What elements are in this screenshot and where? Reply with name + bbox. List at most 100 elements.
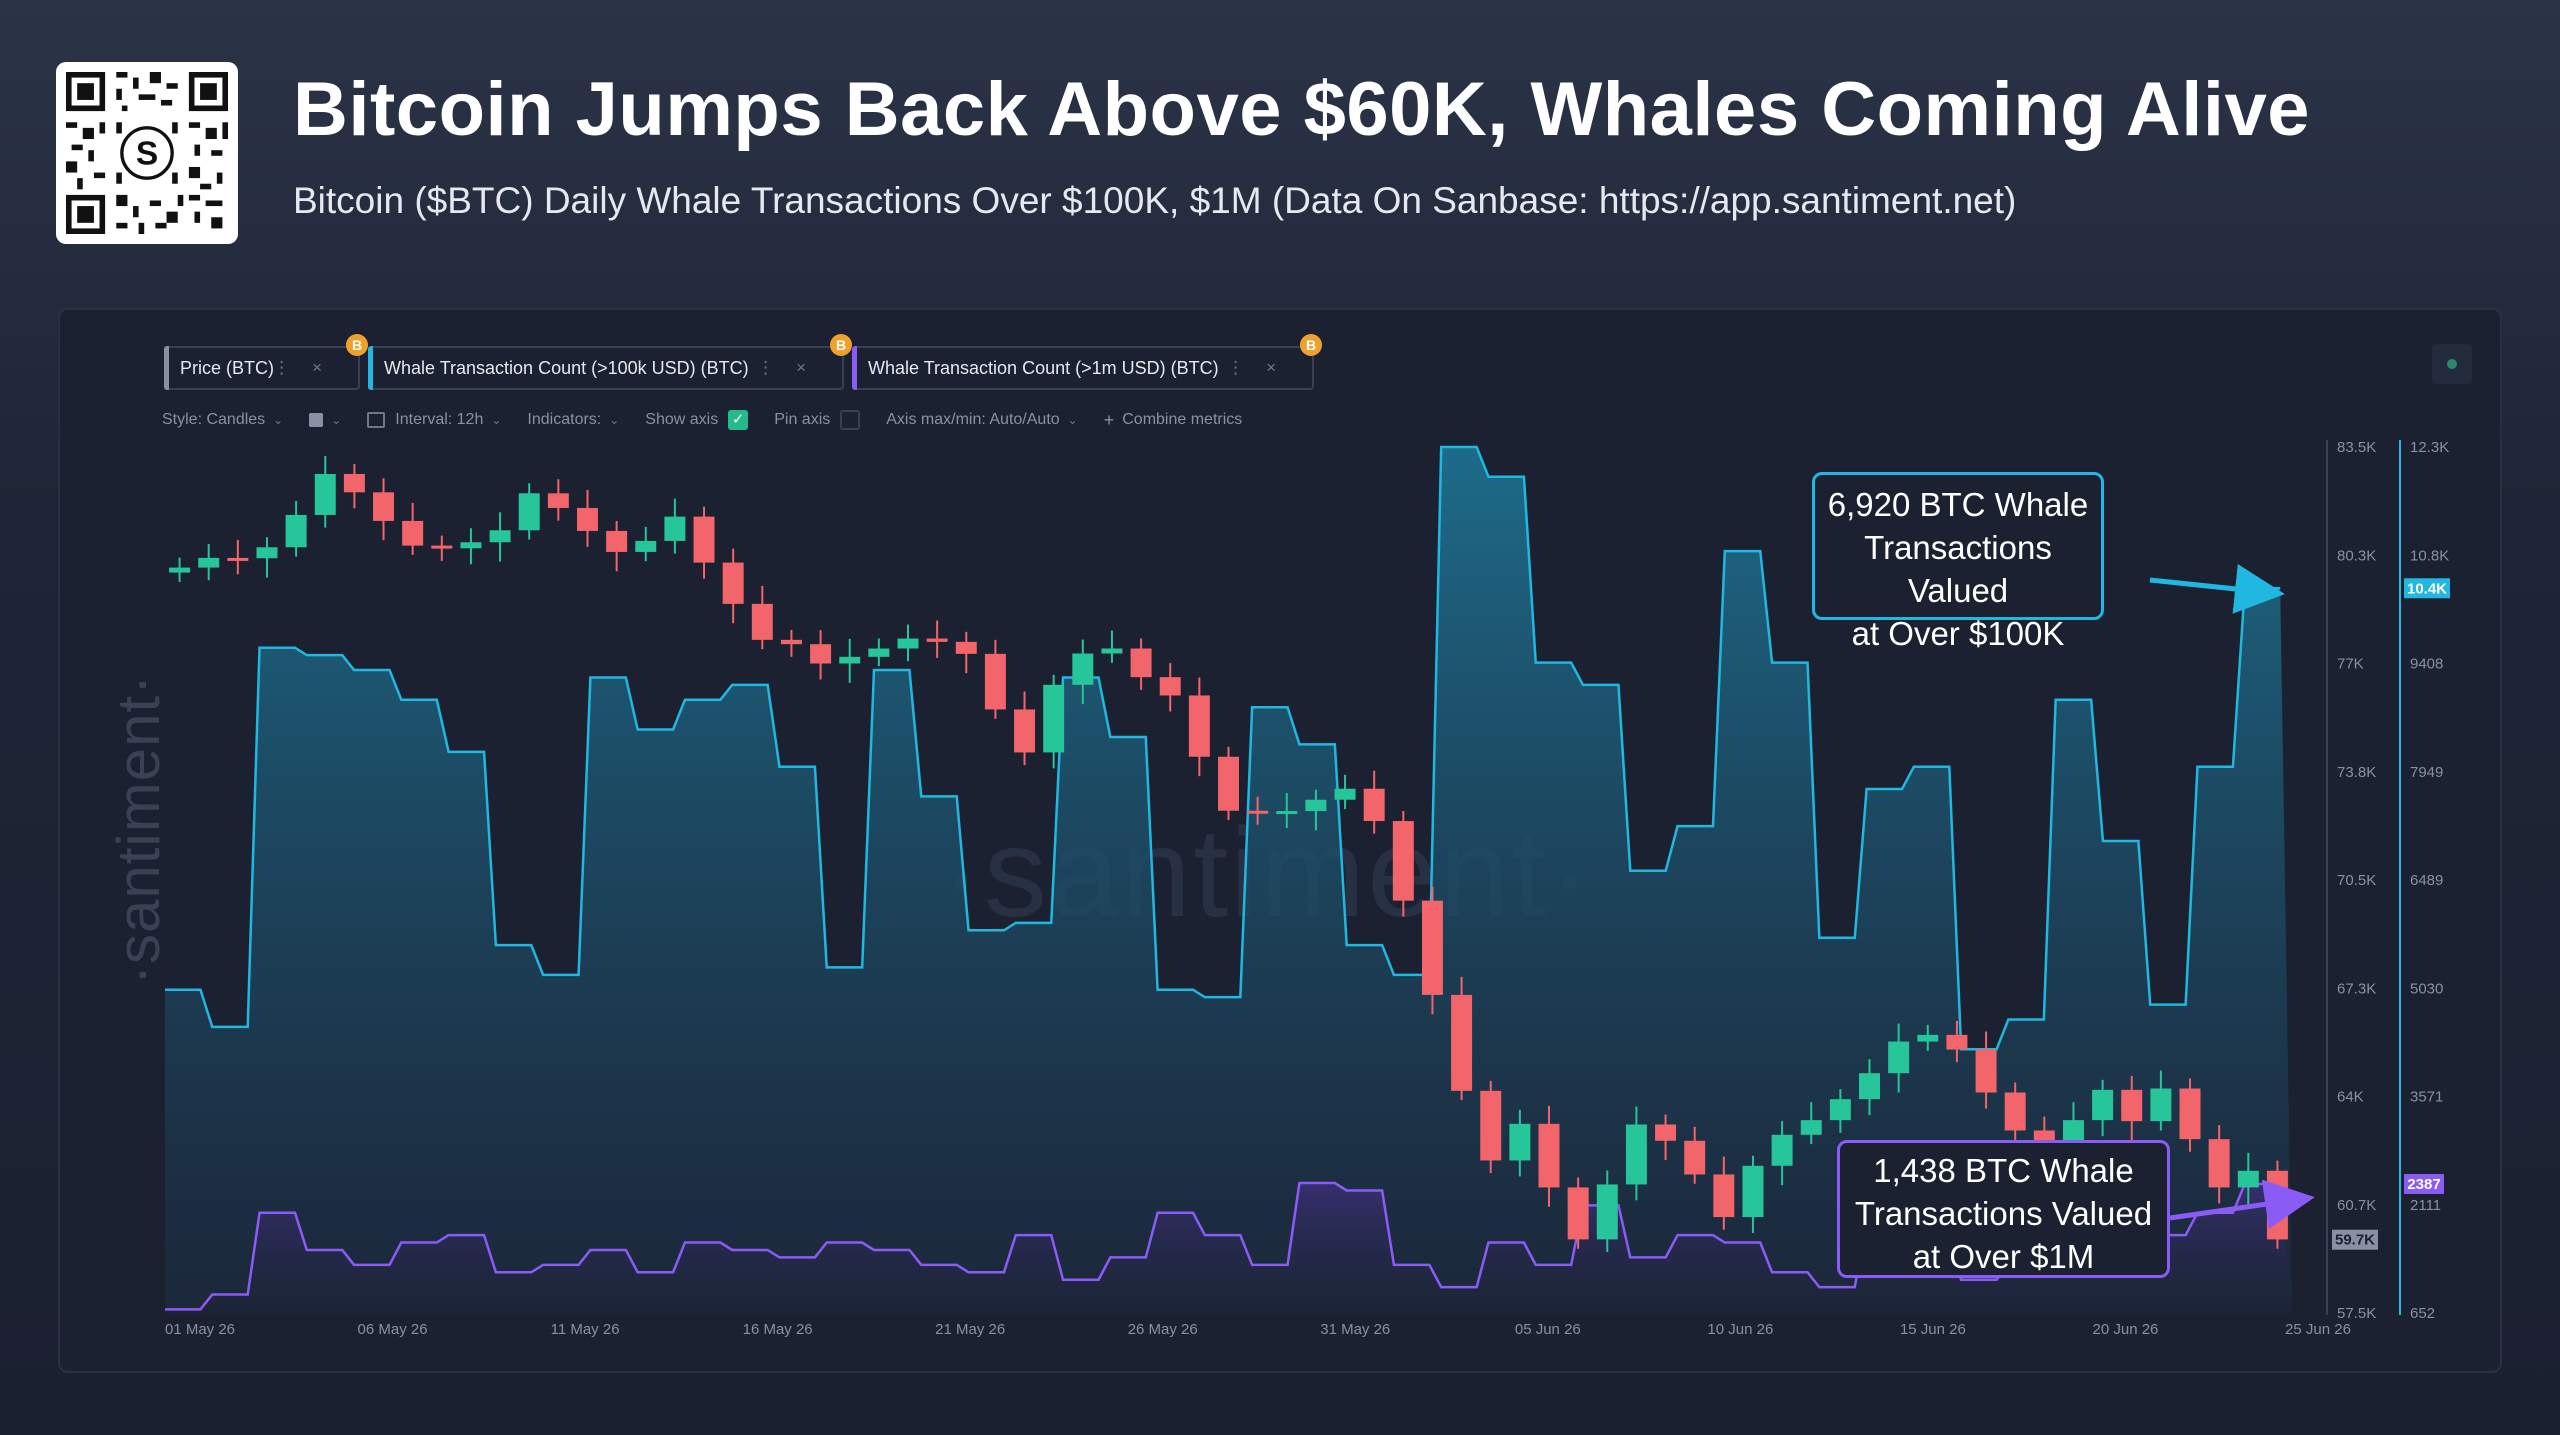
price-candle — [431, 545, 453, 549]
interval-dropdown[interactable]: Interval: 12h ⌄ — [367, 411, 501, 429]
price-candle — [1742, 1165, 1764, 1218]
x-tick-label: 16 May 26 — [743, 1321, 813, 1338]
x-tick-label: 31 May 26 — [1320, 1321, 1390, 1338]
price-tick-label: 57.5K — [2337, 1305, 2376, 1322]
price-candle — [373, 492, 395, 521]
annotation-line: at Over $100K — [1851, 615, 2065, 652]
x-tick-label: 10 Jun 26 — [1707, 1321, 1773, 1338]
x-tick-label: 26 May 26 — [1128, 1321, 1198, 1338]
chart-toolbar: Style: Candles ⌄ ⌄ Interval: 12h ⌄ Indicat… — [162, 406, 1268, 434]
combine-metrics-button[interactable]: + Combine metrics — [1104, 410, 1243, 431]
price-candle — [343, 473, 365, 493]
price-candle — [1247, 810, 1269, 814]
price-candle — [1305, 799, 1327, 812]
price-tick-label: 64K — [2337, 1089, 2364, 1106]
calendar-icon — [367, 412, 386, 428]
whale-100k-current-badge — [2404, 578, 2450, 599]
tab-color-bar — [852, 346, 857, 390]
bitcoin-badge-icon: B — [830, 334, 852, 356]
price-candle — [576, 507, 598, 531]
price-tick-label: 77K — [2337, 656, 2364, 673]
x-tick-label: 01 May 26 — [165, 1321, 235, 1338]
qr-code-graphic: S — [66, 72, 228, 234]
price-candle — [1888, 1041, 1910, 1074]
whale-1m-series-area — [165, 1183, 2292, 1313]
price-candle — [1363, 788, 1385, 822]
tab-whale-100k[interactable]: Whale Transaction Count (>100k USD) (BTC… — [368, 334, 852, 390]
price-candle — [1276, 811, 1298, 815]
x-tick-label: 20 Jun 26 — [2093, 1321, 2159, 1338]
price-candle — [664, 516, 686, 541]
color-swatch-icon — [309, 413, 324, 427]
style-dropdown[interactable]: Style: Candles ⌄ — [162, 411, 283, 429]
tab-menu-close-icons[interactable]: ⋮× — [273, 358, 344, 377]
annotation-whale-100k: 6,920 BTC Whale Transactions Valued at O… — [1812, 472, 2104, 652]
price-candle — [868, 648, 890, 657]
price-candle — [227, 557, 249, 561]
whale-tick-label: 7949 — [2410, 764, 2443, 781]
price-candle — [1392, 821, 1414, 901]
chevron-down-icon: ⌄ — [273, 413, 284, 427]
chevron-down-icon: ⌄ — [491, 413, 502, 427]
price-candle — [1625, 1124, 1647, 1185]
whale-tick-label: 6489 — [2410, 872, 2443, 889]
price-candle — [1975, 1049, 1997, 1093]
whale-tick-label: 10.8K — [2410, 547, 2449, 564]
show-axis-toggle[interactable]: Show axis ✓ — [645, 410, 749, 430]
price-tick-label: 67.3K — [2337, 980, 2376, 997]
price-candle — [1043, 684, 1065, 753]
tab-label: Whale Transaction Count (>1m USD) (BTC) — [868, 357, 1219, 378]
price-candle — [2092, 1089, 2114, 1121]
tab-price-btc[interactable]: Price (BTC) ⋮× B — [164, 334, 368, 390]
axis-minmax-dropdown[interactable]: Axis max/min: Auto/Auto ⌄ — [886, 411, 1077, 429]
price-candle — [1567, 1187, 1589, 1240]
price-candle — [285, 514, 307, 548]
axis-minmax-label: Axis max/min: Auto/Auto — [886, 411, 1060, 428]
tab-menu-close-icons[interactable]: ⋮× — [757, 358, 828, 377]
price-candle — [169, 567, 191, 573]
whale-100k-series-area — [165, 447, 2292, 1313]
whale-1m-current-label: 2387 — [2407, 1176, 2440, 1193]
tab-menu-close-icons[interactable]: ⋮× — [1227, 358, 1298, 377]
whale-tick-label: 652 — [2410, 1305, 2435, 1322]
tab-label: Whale Transaction Count (>100k USD) (BTC… — [384, 357, 749, 378]
price-candle — [1800, 1120, 1822, 1135]
whale-100k-current-label: 10.4K — [2407, 580, 2447, 597]
price-candle — [2208, 1139, 2230, 1188]
price-candle — [839, 656, 861, 664]
bitcoin-badge-icon: B — [1300, 334, 1322, 356]
chart-settings-button[interactable] — [2432, 344, 2472, 384]
pin-axis-toggle[interactable]: Pin axis — [774, 410, 861, 430]
checkbox-checked-icon[interactable]: ✓ — [728, 410, 749, 430]
bitcoin-badge-icon: B — [346, 334, 368, 356]
price-candle — [984, 653, 1006, 710]
price-candle — [460, 542, 482, 549]
annotation-whale-1m: 1,438 BTC Whale Transactions Valued at O… — [1837, 1140, 2170, 1278]
price-candle — [897, 638, 919, 649]
tab-color-bar — [368, 346, 373, 390]
price-tick-label: 80.3K — [2337, 547, 2376, 564]
tab-whale-1m[interactable]: Whale Transaction Count (>1m USD) (BTC) … — [852, 334, 1322, 390]
price-candle — [256, 547, 278, 559]
price-candle — [751, 603, 773, 640]
color-picker[interactable]: ⌄ — [309, 413, 341, 427]
price-candle — [693, 516, 715, 563]
price-candle — [1655, 1124, 1677, 1141]
annotation-line: Transactions Valued — [1854, 1195, 2153, 1232]
whale-tick-label: 12.3K — [2410, 439, 2449, 456]
price-candle — [1421, 900, 1443, 995]
checkbox-unchecked-icon[interactable] — [840, 410, 861, 430]
tab-label: Price (BTC) — [180, 357, 274, 378]
price-candle — [1334, 788, 1356, 800]
chevron-down-icon: ⌄ — [609, 413, 620, 427]
x-tick-label: 11 May 26 — [551, 1321, 620, 1338]
indicators-label: Indicators: — [527, 411, 602, 428]
annotation-line: Transactions Valued — [1864, 529, 2052, 609]
pin-axis-label: Pin axis — [774, 411, 831, 428]
price-tick-label: 60.7K — [2337, 1197, 2376, 1214]
indicators-dropdown[interactable]: Indicators: ⌄ — [527, 411, 619, 429]
chevron-down-icon: ⌄ — [1067, 413, 1078, 427]
price-candle — [722, 562, 744, 604]
page-title: Bitcoin Jumps Back Above $60K, Whales Co… — [293, 67, 2310, 152]
x-tick-label: 05 Jun 26 — [1515, 1321, 1581, 1338]
